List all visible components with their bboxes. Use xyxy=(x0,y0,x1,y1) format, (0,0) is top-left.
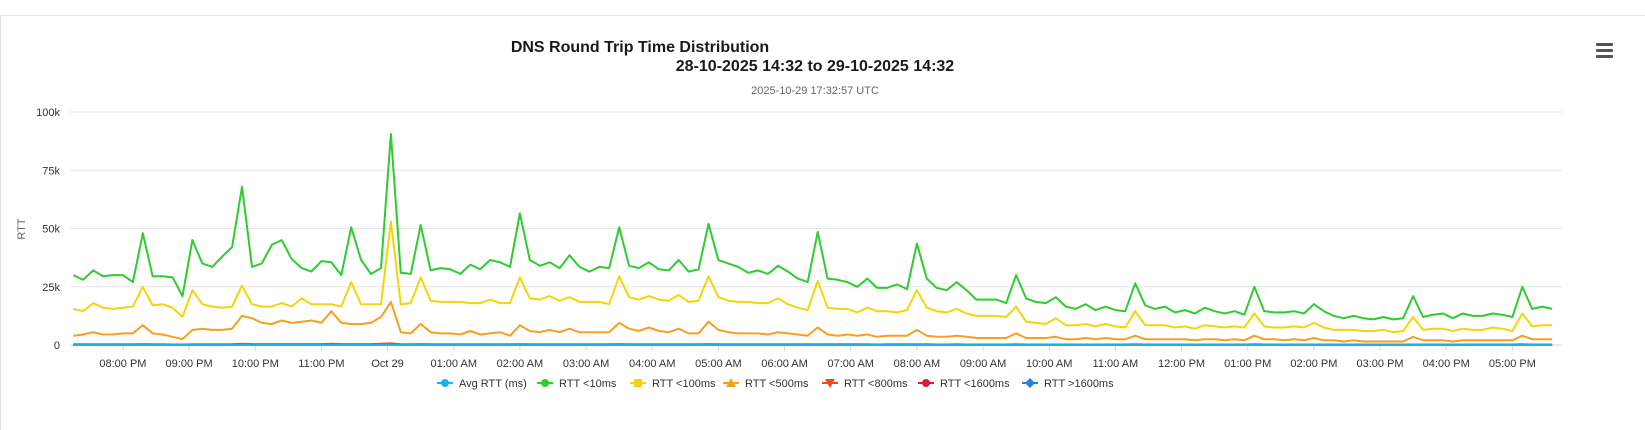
series-line-2 xyxy=(73,220,1553,334)
y-tick-label: 75k xyxy=(42,165,60,177)
x-tick-label: 02:00 PM xyxy=(1290,358,1337,370)
legend-marker-icon xyxy=(825,379,835,388)
x-tick-label: 05:00 PM xyxy=(1489,358,1536,370)
legend-item[interactable]: Avg RTT (ms) xyxy=(437,378,527,390)
x-tick-label: 07:00 AM xyxy=(827,358,873,370)
chart-title: DNS Round Trip Time Distribution xyxy=(511,39,769,56)
x-axis-ticks: 08:00 PM 09:00 PM 10:00 PM 11:00 PM Oct 29 01… xyxy=(99,345,1536,370)
chart-menu-button[interactable] xyxy=(1590,38,1616,60)
x-tick-label: 10:00 AM xyxy=(1026,358,1072,370)
chart-subtitle: 28-10-2025 14:32 to 29-10-2025 14:32 xyxy=(676,58,955,75)
x-tick-label: 09:00 PM xyxy=(166,358,213,370)
x-tick-label: 06:00 AM xyxy=(761,358,807,370)
top-divider xyxy=(0,15,1645,16)
x-tick-label: 05:00 AM xyxy=(695,358,741,370)
x-tick-label: 01:00 PM xyxy=(1224,358,1271,370)
legend-marker-icon xyxy=(541,379,549,387)
legend-marker-icon xyxy=(634,379,642,387)
x-tick-label: 04:00 AM xyxy=(629,358,675,370)
x-tick-label: 02:00 AM xyxy=(497,358,543,370)
legend-label: RTT <800ms xyxy=(844,378,908,390)
legend-label: RTT <100ms xyxy=(652,378,716,390)
legend-label: RTT <10ms xyxy=(559,378,617,390)
series-lines xyxy=(72,133,1553,346)
y-tick-label: 50k xyxy=(42,224,60,236)
legend-item[interactable]: RTT >1600ms xyxy=(1022,378,1114,390)
y-tick-label: 25k xyxy=(42,282,60,294)
legend-label: RTT <500ms xyxy=(745,378,809,390)
y-tick-label: 100k xyxy=(36,107,60,119)
y-tick-label: 0 xyxy=(54,340,60,352)
legend: Avg RTT (ms) RTT <10ms RTT <100ms RTT <500m… xyxy=(437,378,1114,390)
legend-label: RTT <1600ms xyxy=(940,378,1010,390)
legend-item[interactable]: RTT <1600ms xyxy=(918,378,1010,390)
y-axis-ticks: 0 25k 50k 75k 100k xyxy=(36,107,60,352)
x-tick-label: Oct 29 xyxy=(371,358,403,370)
hamburger-menu-icon xyxy=(1596,43,1613,58)
x-tick-label: 08:00 AM xyxy=(894,358,940,370)
legend-marker-icon xyxy=(441,379,449,387)
legend-label: Avg RTT (ms) xyxy=(459,378,527,390)
chart-timestamp: 2025-10-29 17:32:57 UTC xyxy=(751,85,879,97)
x-tick-label: 03:00 AM xyxy=(563,358,609,370)
legend-item[interactable]: RTT <500ms xyxy=(723,378,809,390)
x-tick-label: 12:00 PM xyxy=(1158,358,1205,370)
legend-item[interactable]: RTT <10ms xyxy=(537,378,617,390)
series-line-3 xyxy=(73,300,1553,343)
legend-marker-icon xyxy=(922,379,930,387)
x-tick-label: 08:00 PM xyxy=(99,358,146,370)
legend-item[interactable]: RTT <800ms xyxy=(822,378,908,390)
x-tick-label: 04:00 PM xyxy=(1423,358,1470,370)
legend-marker-icon xyxy=(726,378,736,387)
x-tick-label: 09:00 AM xyxy=(960,358,1006,370)
series-line-1 xyxy=(72,133,1553,321)
grid-lines xyxy=(70,111,1562,346)
x-tick-label: 11:00 AM xyxy=(1093,358,1139,370)
y-axis-label: RTT xyxy=(16,218,28,239)
legend-item[interactable]: RTT <100ms xyxy=(630,378,716,390)
legend-label: RTT >1600ms xyxy=(1044,378,1114,390)
legend-marker-icon xyxy=(1025,378,1035,388)
x-tick-label: 11:00 PM xyxy=(298,358,344,370)
x-tick-label: 10:00 PM xyxy=(232,358,279,370)
x-tick-label: 01:00 AM xyxy=(431,358,477,370)
x-tick-label: 03:00 PM xyxy=(1357,358,1404,370)
left-divider xyxy=(0,15,1,430)
